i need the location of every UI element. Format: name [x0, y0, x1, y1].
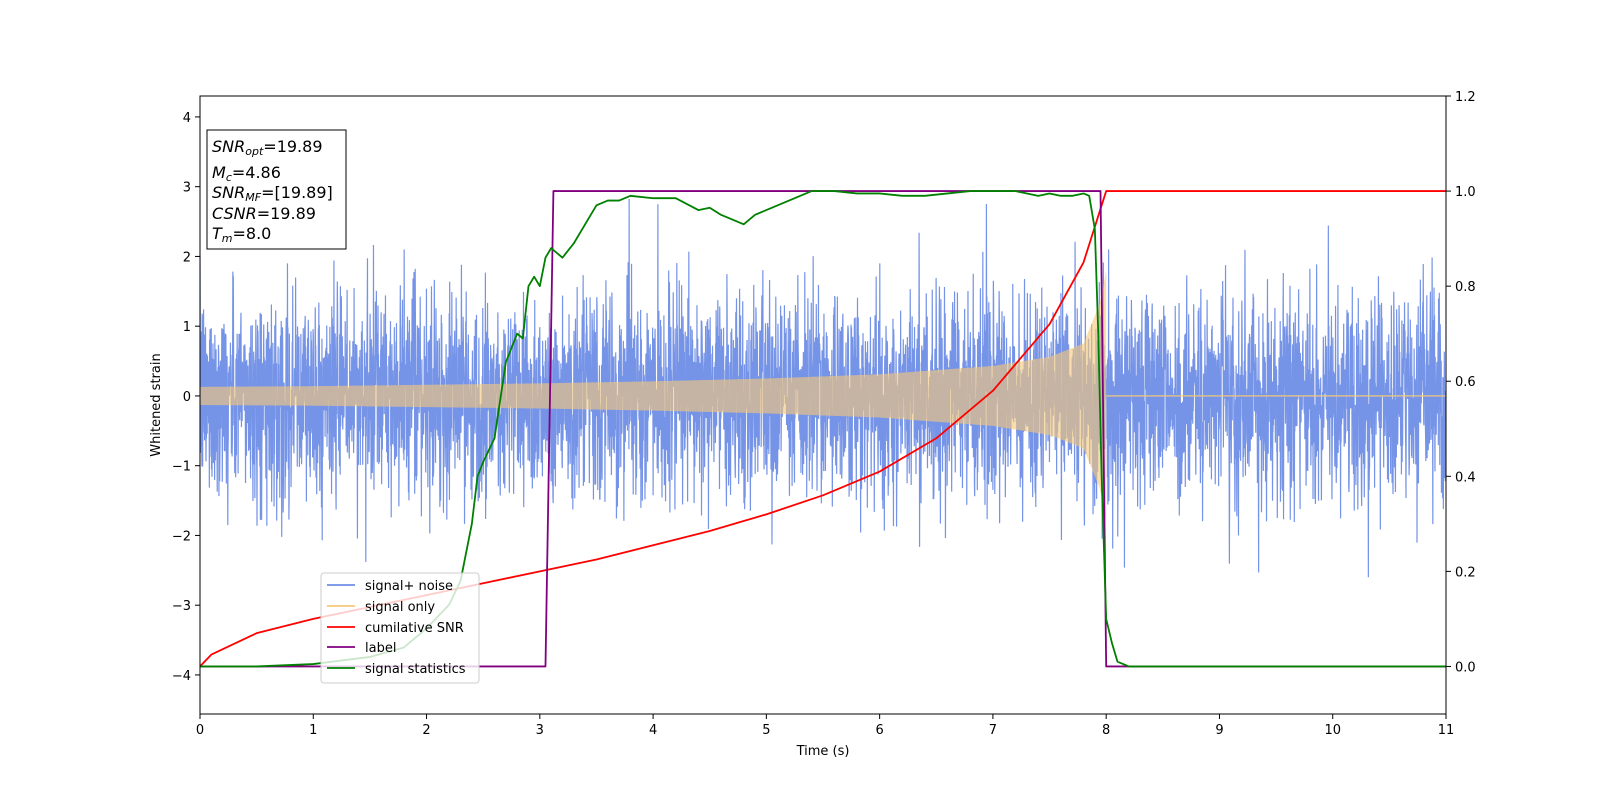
y-left-tick-label: 3: [183, 181, 191, 196]
annotation-mc: Mc=4.86: [212, 163, 281, 184]
x-tick-label: 2: [422, 723, 430, 738]
y-right-tick-label: 1.0: [1455, 185, 1476, 200]
x-tick-label: 6: [875, 723, 883, 738]
series-signal-noise: [200, 198, 1446, 578]
x-tick-label: 5: [762, 723, 770, 738]
y-left-tick-label: 0: [183, 390, 191, 405]
y-right-tick-label: 0.4: [1455, 470, 1476, 485]
x-axis-title: Time (s): [796, 744, 850, 759]
signal-only-band: [200, 270, 1107, 522]
y-left-tick-label: 2: [183, 250, 191, 265]
annotation-frame: [206, 129, 347, 250]
y-axis-left: 4 3 2 1 0 −1 −2 −3 −4: [172, 111, 200, 684]
y-right-tick-label: 0.8: [1455, 280, 1476, 295]
signal-statistics-line: [200, 190, 1446, 668]
y-right-tick-label: 0.2: [1455, 565, 1476, 580]
y-right-tick-label: 0.0: [1455, 660, 1476, 675]
legend-label-signal-only: signal only: [365, 600, 435, 615]
annotation-tm: Tm=8.0: [212, 224, 271, 245]
x-tick-label: 11: [1438, 723, 1455, 738]
signal-noise-line: [200, 198, 1446, 578]
y-axis-title: Whitened strain: [149, 353, 164, 456]
x-tick-label: 3: [536, 723, 544, 738]
legend-label-signal-statistics: signal statistics: [365, 662, 466, 677]
y-left-tick-label: 1: [183, 320, 191, 335]
x-tick-label: 7: [989, 723, 997, 738]
y-left-tick-label: −2: [172, 529, 191, 544]
legend-frame: [320, 572, 480, 684]
legend: signal+ noise signal only cumilative SNR…: [320, 572, 480, 684]
x-tick-label: 1: [309, 723, 317, 738]
annotation-snr-mf: SNRMF=[19.89]: [212, 183, 333, 204]
y-right-tick-label: 1.2: [1455, 90, 1476, 105]
y-left-tick-label: −1: [172, 460, 191, 475]
y-right-tick-label: 0.6: [1455, 375, 1476, 390]
plot-frame: [199, 95, 1447, 715]
y-left-tick-label: −4: [172, 669, 191, 684]
y-left-tick-label: 4: [183, 111, 191, 126]
series-signal-only: [200, 270, 1446, 522]
x-tick-label: 0: [196, 723, 204, 738]
legend-label-cumulative-snr: cumilative SNR: [365, 621, 464, 636]
annotation-box: SNRopt=19.89 Mc=4.86 SNRMF=[19.89] CSNR=…: [206, 129, 347, 250]
x-tick-label: 8: [1102, 723, 1110, 738]
x-tick-label: 4: [649, 723, 657, 738]
legend-label-label: label: [365, 641, 396, 656]
y-left-tick-label: −3: [172, 599, 191, 614]
x-tick-label: 9: [1215, 723, 1223, 738]
annotation-snr-opt: SNRopt=19.89: [212, 137, 323, 158]
annotation-csnr: CSNR=19.89: [212, 204, 316, 223]
x-axis: 0 1 2 3 4 5 6 7 8 9 10 11: [196, 714, 1454, 738]
legend-label-signal-noise: signal+ noise: [365, 579, 453, 594]
x-tick-label: 10: [1324, 723, 1341, 738]
y-axis-right: 1.2 1.0 0.8 0.6 0.4 0.2 0.0: [1446, 90, 1476, 675]
